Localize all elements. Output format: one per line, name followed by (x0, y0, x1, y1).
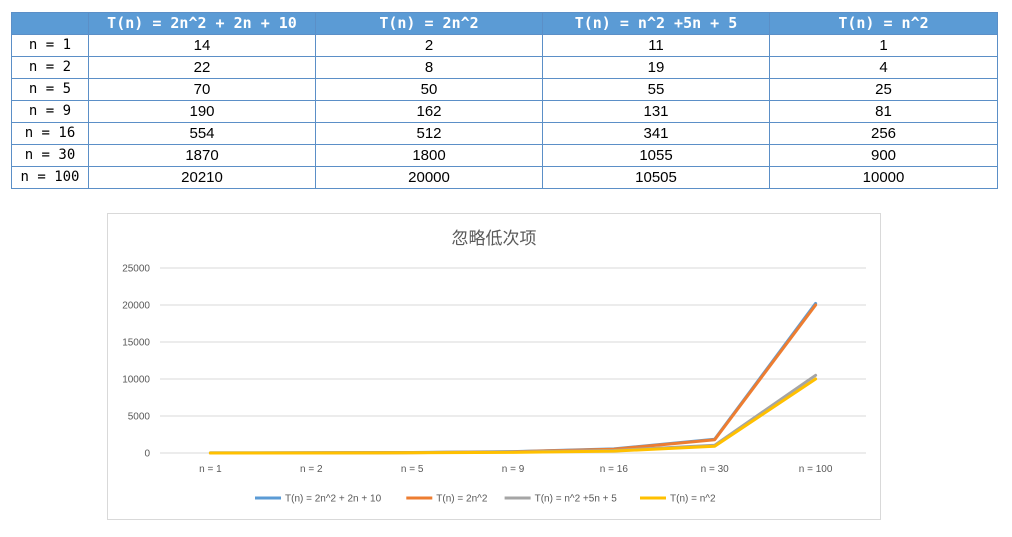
y-tick-label: 0 (144, 449, 150, 460)
table-row: n = 16 554 512 341 256 (11, 122, 998, 145)
table-cell: 1800 (315, 144, 543, 167)
table-cell: 131 (542, 100, 770, 123)
table-header-cell: T(n) = n^2 +5n + 5 (542, 12, 770, 35)
table-cell: 341 (542, 122, 770, 145)
x-tick-label: n = 5 (401, 464, 424, 475)
x-tick-label: n = 2 (300, 464, 323, 475)
table-row-label: n = 2 (11, 56, 89, 79)
table-cell: 4 (769, 56, 998, 79)
table-cell: 10000 (769, 166, 998, 189)
table-cell: 1055 (542, 144, 770, 167)
table-row: n = 5 70 50 55 25 (11, 78, 998, 101)
table-cell: 70 (88, 78, 316, 101)
legend-label: T(n) = n^2 +5n + 5 (535, 494, 618, 505)
table-cell: 10505 (542, 166, 770, 189)
table-row-label: n = 5 (11, 78, 89, 101)
legend-label: T(n) = 2n^2 (436, 494, 488, 505)
table-cell: 256 (769, 122, 998, 145)
table-row-label: n = 100 (11, 166, 89, 189)
series-lines (208, 301, 818, 455)
x-tick-label: n = 100 (799, 464, 833, 475)
table-row: n = 30 1870 1800 1055 900 (11, 144, 998, 167)
table-header-cell: T(n) = 2n^2 (315, 12, 543, 35)
legend-label: T(n) = 2n^2 + 2n + 10 (285, 494, 382, 505)
table-cell: 50 (315, 78, 543, 101)
table-cell: 11 (542, 34, 770, 57)
series-line (208, 377, 818, 455)
data-table: T(n) = 2n^2 + 2n + 10 T(n) = 2n^2 T(n) =… (11, 12, 998, 189)
table-cell: 1 (769, 34, 998, 57)
y-tick-label: 20000 (122, 301, 150, 312)
y-axis-ticks: 0 5000 10000 15000 20000 25000 (122, 264, 150, 460)
table-cell: 162 (315, 100, 543, 123)
table-row-label: n = 9 (11, 100, 89, 123)
table-row-label: n = 16 (11, 122, 89, 145)
grid-lines (160, 267, 866, 454)
table-cell: 55 (542, 78, 770, 101)
table-cell: 20210 (88, 166, 316, 189)
table-header-row: T(n) = 2n^2 + 2n + 10 T(n) = 2n^2 T(n) =… (11, 12, 998, 35)
series-line (208, 301, 818, 455)
table-cell: 14 (88, 34, 316, 57)
table-header-cell: T(n) = n^2 (769, 12, 998, 35)
table-cell: 22 (88, 56, 316, 79)
table-cell: 20000 (315, 166, 543, 189)
legend-label: T(n) = n^2 (670, 494, 716, 505)
x-tick-label: n = 1 (199, 464, 222, 475)
table-cell: 19 (542, 56, 770, 79)
x-tick-label: n = 16 (600, 464, 629, 475)
table-row-label: n = 1 (11, 34, 89, 57)
table-cell: 554 (88, 122, 316, 145)
table-cell: 2 (315, 34, 543, 57)
table-row: n = 100 20210 20000 10505 10000 (11, 166, 998, 189)
table-cell: 190 (88, 100, 316, 123)
x-tick-label: n = 9 (502, 464, 525, 475)
table-header-cell: T(n) = 2n^2 + 2n + 10 (88, 12, 316, 35)
table-cell: 900 (769, 144, 998, 167)
y-tick-label: 25000 (122, 264, 150, 275)
table-row: n = 1 14 2 11 1 (11, 34, 998, 57)
table-row: n = 9 190 162 131 81 (11, 100, 998, 123)
table-row-label: n = 30 (11, 144, 89, 167)
chart-legend: T(n) = 2n^2 + 2n + 10 T(n) = 2n^2 T(n) = n… (255, 494, 716, 505)
table-cell: 1870 (88, 144, 316, 167)
table-cell: 512 (315, 122, 543, 145)
x-tick-label: n = 30 (701, 464, 730, 475)
table-cell: 25 (769, 78, 998, 101)
y-tick-label: 10000 (122, 375, 150, 386)
y-tick-label: 5000 (128, 412, 151, 423)
table-cell: 81 (769, 100, 998, 123)
x-axis-ticks: n = 1 n = 2 n = 5 n = 9 n = 16 n = 30 n = 100 (199, 464, 833, 475)
y-tick-label: 15000 (122, 338, 150, 349)
table-cell: 8 (315, 56, 543, 79)
table-row: n = 2 22 8 19 4 (11, 56, 998, 79)
chart-title: 忽略低次项 (452, 229, 537, 249)
table-header-corner (11, 12, 89, 35)
